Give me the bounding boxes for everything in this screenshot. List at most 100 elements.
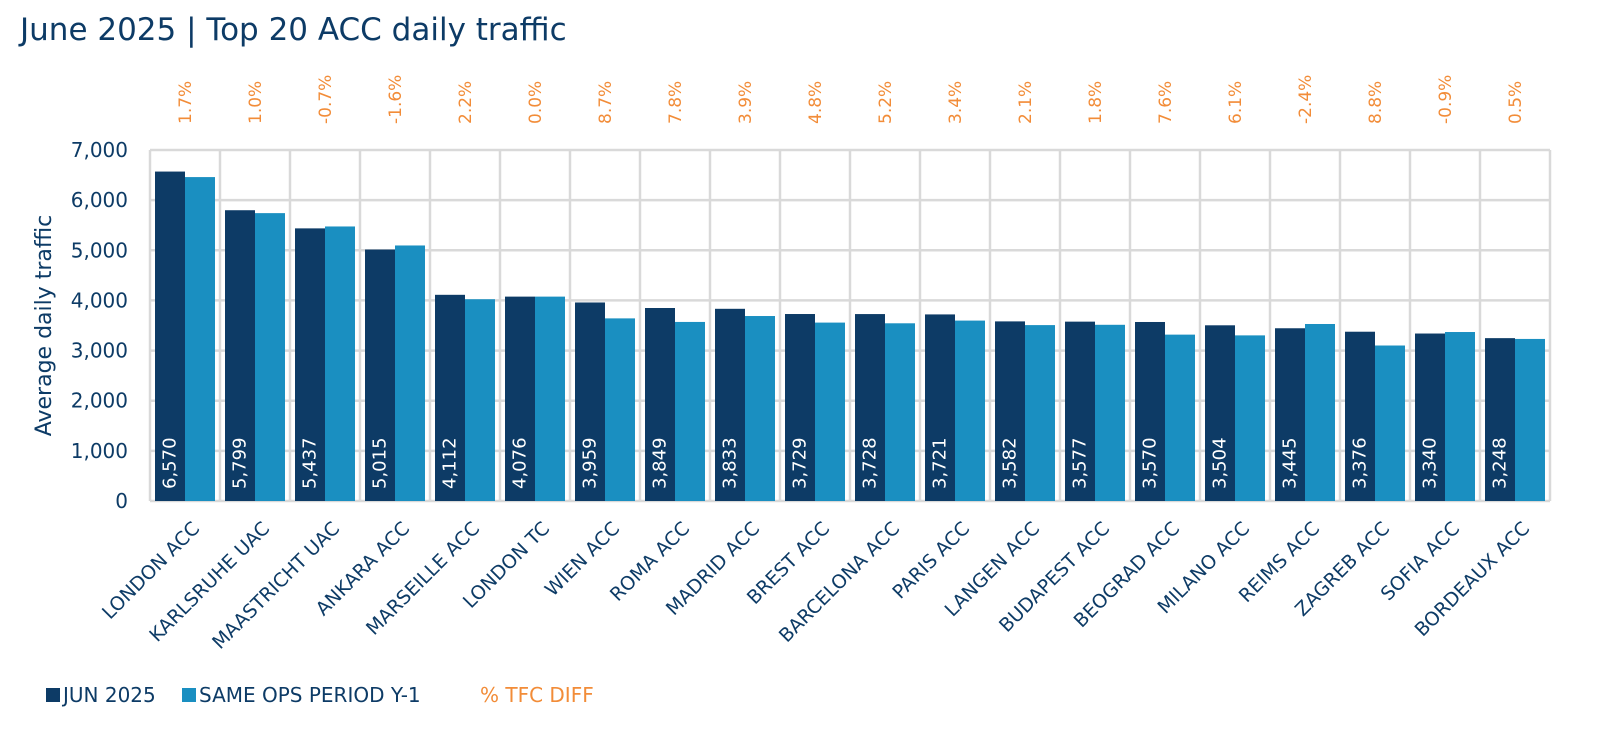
bar-value-label: 3,728 [860,437,881,489]
bar-current [1345,331,1375,501]
gridlines [148,148,1552,503]
bar-current [155,171,185,501]
pct-diff-label: -0.7% [316,75,336,124]
bar-current [1135,321,1165,501]
pct-diff-label: 1.7% [176,81,196,124]
pct-diff-label: 6.1% [1226,81,1246,124]
bar-prev-year [1515,338,1545,501]
y-tick-label: 6,000 [71,188,128,212]
bar-prev-year [745,316,775,501]
bar-prev-year [465,299,495,501]
bar-current [855,314,885,501]
bar-current [1275,328,1305,501]
pct-diff-label: -2.4% [1296,75,1316,124]
x-tick-label: KARLSRUHE UAC [145,518,274,647]
bar-current [295,228,325,501]
bar-current [995,321,1025,501]
y-axis-label: Average daily traffic [32,215,57,437]
pct-diff-label: 2.2% [456,81,476,124]
bar-value-label: 3,959 [580,437,601,489]
bar-value-label: 3,504 [1210,437,1231,489]
bar-prev-year [885,323,915,501]
legend: JUN 2025 SAME OPS PERIOD Y-1 % TFC DIFF [46,683,594,707]
bar-value-labels: 6,570 5,799 5,437 5,015 4,112 4,076 3,959 3,849… [160,437,1511,489]
bar-current [645,308,675,501]
pct-diff-label: 1.8% [1086,81,1106,124]
bar-current [715,308,745,501]
bar-prev-year [395,245,425,501]
bar-prev-year [605,318,635,501]
x-tick-label: BARCELONA ACC [775,518,904,647]
pct-diff-label: 3.9% [736,81,756,124]
y-tick-label: 5,000 [71,238,128,262]
legend-label-pct-diff: % TFC DIFF [480,683,594,707]
bar-current [225,210,255,502]
pct-diff-label: 0.5% [1506,81,1526,124]
bar-value-label: 3,577 [1070,437,1091,489]
bar-value-label: 4,076 [510,437,531,489]
pct-diff-label: 7.8% [666,81,686,124]
bar-prev-year [1375,345,1405,501]
chart-title: June 2025 | Top 20 ACC daily traffic [18,12,567,48]
pct-diff-label: 4.8% [806,81,826,124]
legend-swatch-same-ops-period [182,688,196,702]
pct-diff-label: 7.6% [1156,81,1176,124]
legend-label-jun-2025: JUN 2025 [61,683,156,707]
bar-value-label: 3,340 [1420,437,1441,489]
bar-value-label: 3,376 [1350,437,1371,489]
y-tick-label: 4,000 [71,288,128,312]
bar-prev-year [325,226,355,502]
pct-diff-label: -0.9% [1436,75,1456,124]
bar-value-label: 3,849 [650,437,671,489]
bar-prev-year [185,177,215,501]
pct-diff-label: 2.1% [1016,81,1036,124]
pct-diff-label: 0.0% [526,81,546,124]
pct-diff-label: 1.0% [246,81,266,124]
bar-current [1415,333,1445,501]
bar-current [505,296,535,501]
y-tick-label: 3,000 [71,339,128,363]
legend-label-same-ops-period: SAME OPS PERIOD Y-1 [199,683,421,707]
bar-value-label: 5,015 [370,437,391,489]
pct-diff-label: -1.6% [386,75,406,124]
y-tick-label: 7,000 [71,138,128,162]
bar-value-label: 3,248 [1490,437,1511,489]
bars [155,171,1545,502]
pct-diff-label: 5.2% [876,81,896,124]
bar-prev-year [675,321,705,501]
bar-value-label: 3,445 [1280,437,1301,489]
bar-prev-year [535,296,565,501]
y-axis-ticks: 0 1,000 2,000 3,000 4,000 5,000 6,000 7,000 [71,138,128,513]
bar-value-label: 3,582 [1000,437,1021,489]
x-tick-label: MAASTRICHT UAC [208,518,344,654]
y-tick-label: 0 [115,489,128,513]
pct-diff-label: 8.8% [1366,81,1386,124]
bar-current [1065,321,1095,501]
bar-current [1205,325,1235,501]
bar-prev-year [955,320,985,501]
bar-prev-year [1025,325,1055,501]
bar-prev-year [1305,323,1335,501]
bar-prev-year [1095,324,1125,501]
bar-current [435,294,465,501]
bar-value-label: 6,570 [160,437,181,489]
bar-current [365,249,395,501]
pct-diff-labels: 1.7% 1.0% -0.7% -1.6% 2.2% 0.0% 8.7% 7.8% 3.9% 4.… [176,75,1526,124]
bar-prev-year [1235,335,1265,501]
legend-swatch-jun-2025 [46,688,60,702]
bar-current [1485,338,1515,501]
bar-current [925,314,955,501]
bar-value-label: 5,437 [300,437,321,489]
bar-prev-year [1445,332,1475,501]
bar-value-label: 3,729 [790,437,811,489]
bar-prev-year [255,213,285,501]
pct-diff-label: 3.4% [946,81,966,124]
bar-value-label: 3,721 [930,437,951,489]
bar-current [785,314,815,501]
bar-prev-year [1165,334,1195,501]
bar-current [575,302,605,501]
y-tick-label: 1,000 [71,439,128,463]
bar-prev-year [815,322,845,501]
